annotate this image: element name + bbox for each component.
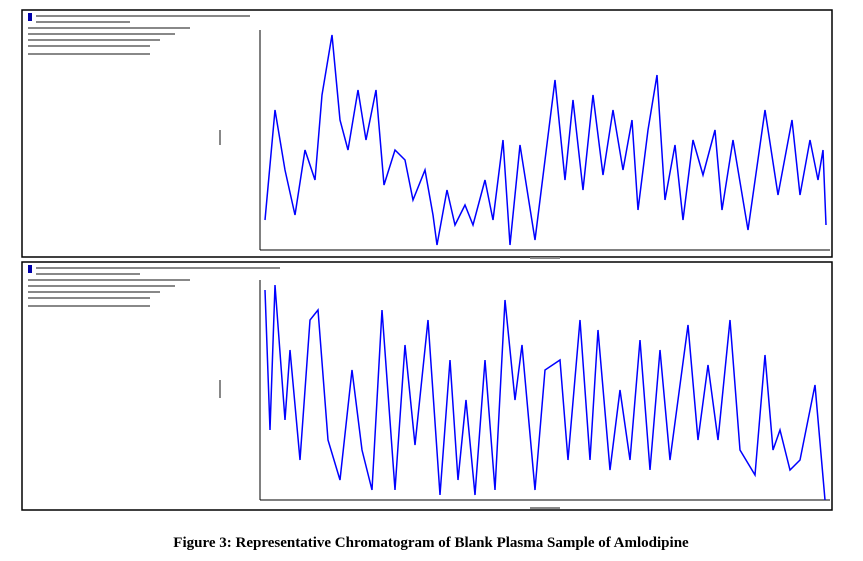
header-text-blur bbox=[28, 13, 560, 509]
panel-frame bbox=[21, 261, 833, 511]
figure-caption: Figure 3: Representative Chromatogram of… bbox=[173, 535, 689, 551]
chromatogram-trace bbox=[264, 34, 827, 246]
panel-frame bbox=[21, 9, 833, 258]
chromatogram-trace bbox=[264, 284, 826, 501]
